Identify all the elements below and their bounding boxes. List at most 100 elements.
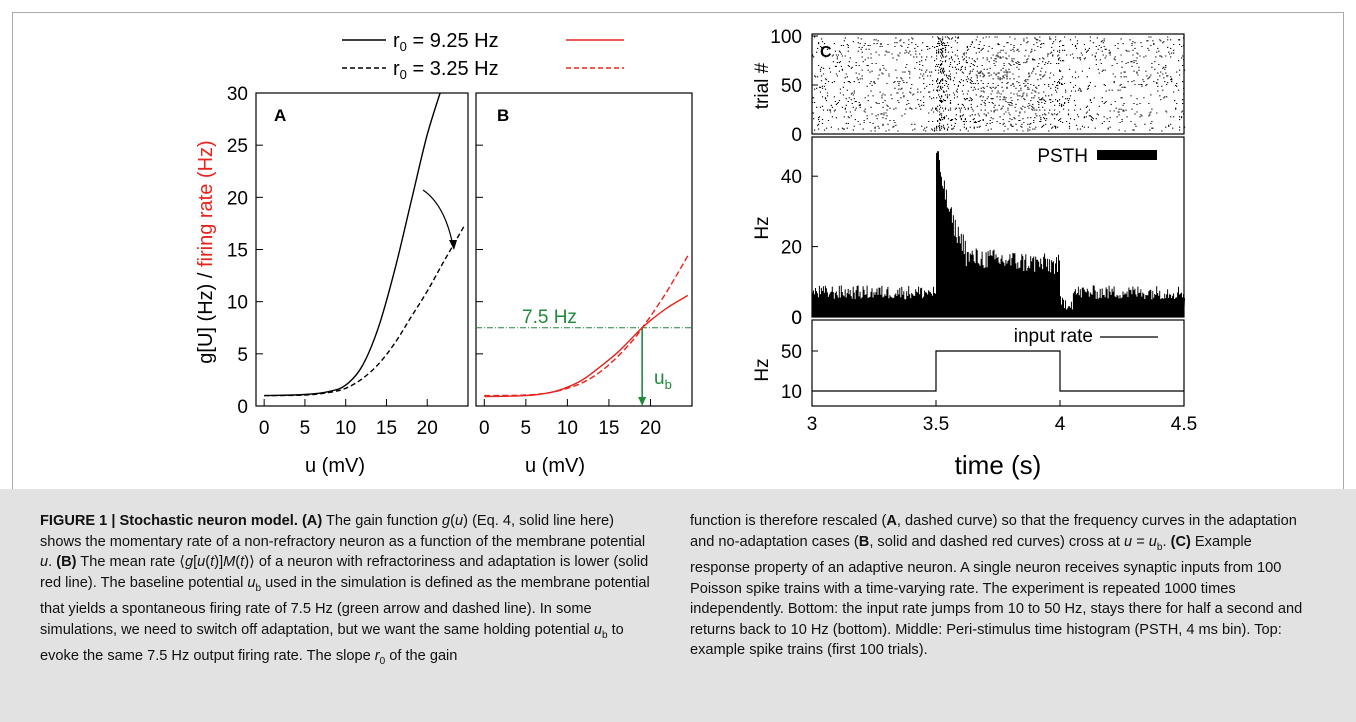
panel-a-xtick-label: 10 (335, 418, 356, 439)
caption-run: , dashed curve) so that the frequency cu… (690, 513, 1297, 550)
caption-run: Example response property of an adaptive… (690, 533, 1303, 659)
panel-c-xlabel: time (s) (955, 450, 1042, 480)
input-frame (811, 319, 1185, 407)
panel-a-xtick-label: 20 (417, 418, 438, 439)
panel-a-ytick-label: 20 (227, 188, 248, 209)
caption-run: g (184, 554, 194, 571)
panel-a-xlabel: u (mV) (305, 455, 365, 477)
caption-run: r (374, 648, 380, 665)
caption-run: ( (205, 554, 211, 571)
caption-run: function is therefore rescaled ( (690, 513, 887, 529)
caption-run: B (858, 533, 870, 550)
figure-panel (12, 12, 1344, 489)
panel-a-ytick-label: 25 (227, 136, 248, 157)
raster-frame (811, 33, 1185, 135)
panel-b-letter: B (497, 106, 509, 125)
psth-ytick-label: 0 (791, 308, 802, 329)
panel-a-ytick-label: 10 (227, 293, 248, 314)
ub-arrowhead (638, 397, 647, 406)
time-ticks: 3 3.5 4 4.5 (807, 400, 1197, 435)
caption-run: ) (Eq. 4, solid line here) shows the mom… (40, 513, 646, 550)
input-rate-line (812, 350, 1184, 392)
panel-a-curves (264, 93, 465, 397)
caption-run: )⟩ of a neuron with refractoriness and a… (40, 554, 649, 591)
psth-bars (812, 151, 1185, 317)
panel-b-xtick-label: 10 (557, 418, 578, 439)
panel-a: A 0 5 10 15 20 0 5 10 15 20 25 30 u (mV) (227, 84, 469, 477)
caption-run: u (455, 513, 464, 529)
caption-run: u (593, 621, 602, 638)
caption-run: = (1132, 533, 1149, 550)
caption-run: . (1162, 533, 1171, 550)
panel-b-xtick-label: 0 (479, 418, 490, 439)
panel-a-xtick-label: 5 (300, 418, 311, 439)
panel-a-ticks: 0 5 10 15 20 0 5 10 15 20 25 30 (227, 84, 438, 439)
legend-entry-1: r0 = 9.25 Hz (342, 30, 624, 54)
caption-run: [ (193, 554, 198, 571)
psth-histogram (812, 151, 1185, 317)
psth-ylabel: Hz (752, 216, 773, 239)
caption-run: )] (214, 554, 224, 571)
caption-run: . (48, 554, 57, 571)
caption-run: g (442, 513, 451, 529)
time-xtick-label: 4.5 (1171, 414, 1197, 435)
panel-a-xtick-label: 0 (259, 418, 270, 439)
caption-run: M (223, 554, 236, 571)
psth-ytick-label-0: 0 (791, 308, 802, 329)
caption-run: used in the simulation is defined as the… (40, 574, 650, 638)
panel-a-curve-solid (264, 93, 441, 397)
caption-run: u (1124, 533, 1133, 550)
panel-c-letter: C (820, 44, 832, 61)
panel-c: C trial # 0 50 100 PSTH Hz 0 20 40 0 input ra… (752, 27, 1197, 480)
rescale-arrowhead (449, 240, 457, 250)
psth-legend-label: PSTH (1037, 146, 1088, 167)
input-legend-label: input rate (1014, 326, 1093, 347)
caption-run: b (601, 629, 608, 641)
legend-label-2: r0 = 3.25 Hz (393, 58, 499, 82)
raster-spikes (812, 36, 1186, 132)
caption-run: t (240, 554, 245, 571)
raster-ylabel: trial # (752, 62, 773, 109)
panel-b-frame (475, 92, 693, 407)
psth-legend-swatch (1097, 150, 1157, 160)
caption-run: ( (235, 554, 241, 571)
caption-run: , solid and dashed red curves) cross at (869, 533, 1125, 550)
raster-ticks: 0 50 100 (770, 27, 818, 146)
caption-run: b (255, 582, 262, 594)
caption-run: b (1156, 541, 1163, 553)
panel-a-ytick-label: 0 (237, 397, 248, 418)
legend-entry-2: r0 = 3.25 Hz (342, 58, 624, 82)
panel-a-ytick-label: 5 (237, 345, 248, 366)
spike-raster (812, 36, 1186, 132)
ub-label: ub (654, 368, 672, 392)
time-xtick-label: 4 (1055, 414, 1066, 435)
psth-ytick-label: 20 (781, 238, 802, 259)
panel-a-xtick-label: 15 (376, 418, 397, 439)
input-ylabel: Hz (752, 358, 773, 381)
y-axis-label: g[U] (Hz) / firing rate (Hz) (195, 140, 217, 363)
panel-b-curves (484, 255, 689, 398)
caption-right-column: function is therefore rescaled (A, dashe… (690, 511, 1305, 661)
raster-ytick-label: 50 (781, 76, 802, 97)
caption-run: of the gain (385, 648, 458, 665)
panel-a-curve-dashed (264, 226, 465, 397)
time-xtick-label: 3 (807, 414, 818, 435)
panel-a-ytick-label: 30 (227, 84, 248, 105)
caption-run: A (886, 513, 897, 529)
panel-b-xlabel: u (mV) (525, 455, 585, 477)
caption-run: ( (450, 513, 456, 529)
raster-ytick-label: 100 (770, 27, 802, 48)
caption-run: (C) (1170, 533, 1191, 550)
panel-b-xtick-label: 20 (640, 418, 661, 439)
caption-run: u (40, 554, 49, 571)
panel-a-ytick-label: 15 (227, 241, 248, 262)
caption-run: 0 (379, 656, 386, 668)
panel-b-xtick-label: 15 (598, 418, 619, 439)
input-ytick-label: 50 (781, 342, 802, 363)
panel-b-ticks: 0 5 10 15 20 (476, 92, 661, 439)
caption-run: u (197, 554, 206, 571)
input-ytick-label: 10 (781, 382, 802, 403)
panel-a-frame (255, 92, 469, 407)
panel-b-xtick-label: 5 (521, 418, 532, 439)
